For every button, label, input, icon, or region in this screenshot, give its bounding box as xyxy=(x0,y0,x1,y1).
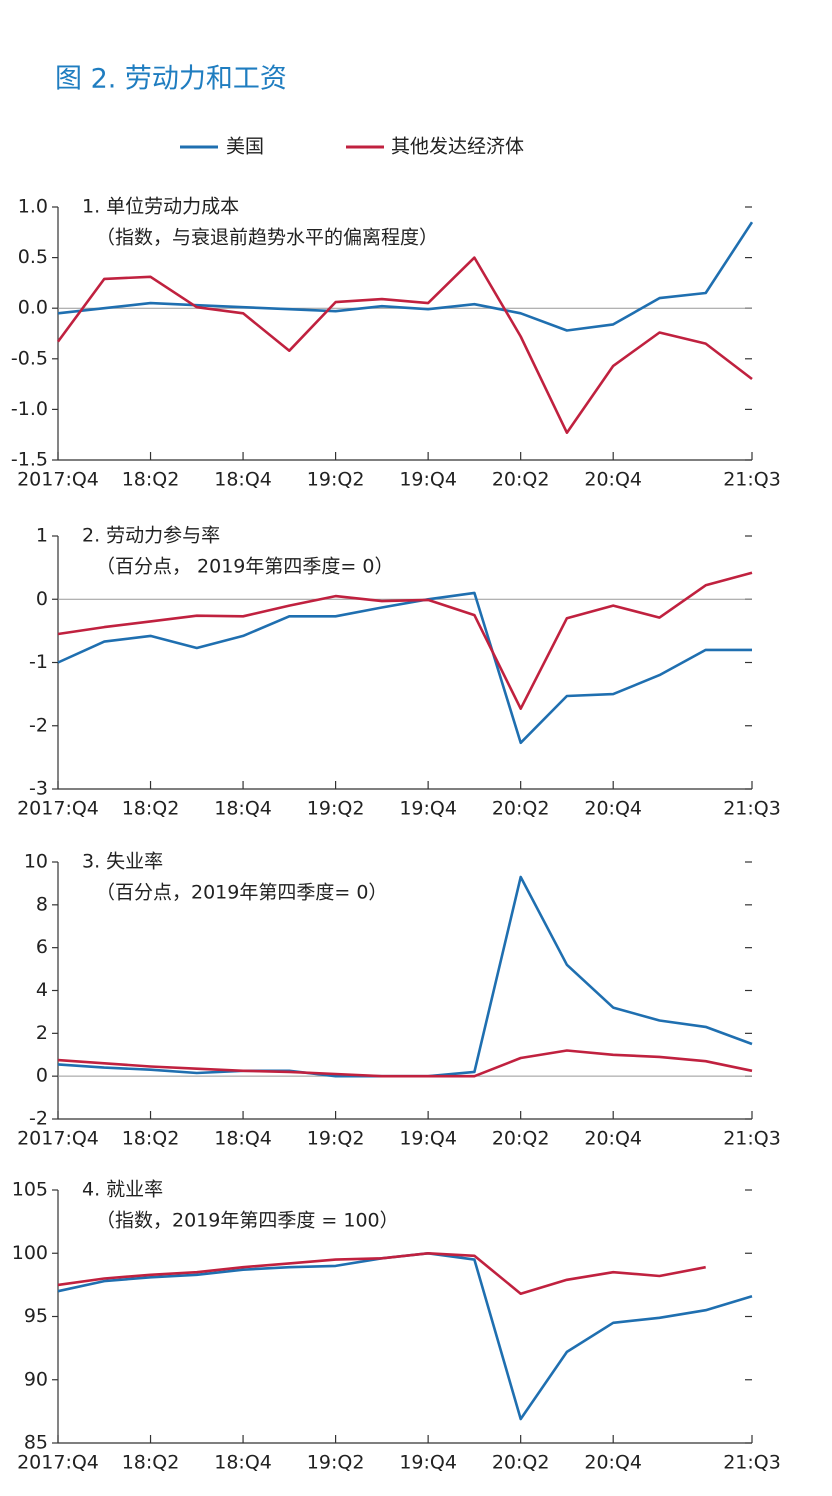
x-tick-label: 20:Q4 xyxy=(584,798,642,820)
panel-title: 4. 就业率 xyxy=(82,1179,163,1201)
x-tick-label: 2017:Q4 xyxy=(17,798,99,820)
x-tick-label: 19:Q2 xyxy=(307,1128,365,1150)
x-tick-label: 2017:Q4 xyxy=(17,1452,99,1474)
y-tick-label: 8 xyxy=(36,893,48,915)
y-tick-label: -1.5 xyxy=(11,449,48,471)
x-tick-label: 18:Q2 xyxy=(122,1128,180,1150)
x-tick-label: 19:Q4 xyxy=(399,1452,457,1474)
y-tick-label: 6 xyxy=(36,936,48,958)
series-line xyxy=(57,1049,753,1078)
y-tick-label: 0 xyxy=(36,1065,48,1087)
x-tick-label: 18:Q4 xyxy=(214,469,272,491)
x-tick-label: 18:Q2 xyxy=(122,1452,180,1474)
series-line xyxy=(57,591,752,745)
x-tick-label: 2017:Q4 xyxy=(17,1128,99,1150)
y-tick-label: 0.0 xyxy=(18,297,48,319)
x-tick-label: 20:Q4 xyxy=(584,469,642,491)
series-line xyxy=(56,256,753,434)
x-tick-label: 20:Q2 xyxy=(492,798,550,820)
y-tick-label: 95 xyxy=(24,1305,48,1327)
y-tick-label: 0.5 xyxy=(18,246,48,268)
panel-subtitle: （百分点，2019年第四季度= 0） xyxy=(96,882,387,904)
x-tick-label: 19:Q4 xyxy=(399,1128,457,1150)
panel-subtitle: （百分点， 2019年第四季度= 0） xyxy=(96,556,393,578)
figure-title: 图 2. 劳动力和工资 xyxy=(55,64,287,95)
x-tick-label: 18:Q2 xyxy=(122,798,180,820)
y-tick-label: -2 xyxy=(29,1108,48,1130)
x-tick-label: 2017:Q4 xyxy=(17,469,99,491)
x-tick-label: 20:Q2 xyxy=(492,1452,550,1474)
y-tick-label: 1 xyxy=(36,525,48,547)
x-tick-label: 21:Q3 xyxy=(723,1128,781,1150)
series-line xyxy=(57,1252,706,1295)
panel-title: 2. 劳动力参与率 xyxy=(82,525,220,547)
y-tick-label: 105 xyxy=(12,1179,48,1201)
x-tick-label: 18:Q2 xyxy=(122,469,180,491)
x-tick-label: 18:Q4 xyxy=(214,1128,272,1150)
y-tick-label: 1.0 xyxy=(18,196,48,218)
x-tick-label: 19:Q4 xyxy=(399,798,457,820)
y-tick-label: 100 xyxy=(12,1242,48,1264)
x-tick-label: 20:Q2 xyxy=(492,469,550,491)
x-tick-label: 20:Q4 xyxy=(584,1452,642,1474)
y-tick-label: 2 xyxy=(36,1022,48,1044)
x-tick-label: 21:Q3 xyxy=(723,1452,781,1474)
y-tick-label: -0.5 xyxy=(11,347,48,369)
y-tick-label: 0 xyxy=(36,588,48,610)
y-tick-label: 90 xyxy=(24,1368,48,1390)
y-tick-label: -3 xyxy=(29,778,48,800)
panel-subtitle: （指数，2019年第四季度 = 100） xyxy=(96,1210,399,1232)
y-tick-label: -1.0 xyxy=(11,398,48,420)
x-tick-label: 20:Q2 xyxy=(492,1128,550,1150)
y-tick-label: 10 xyxy=(24,851,48,873)
x-tick-label: 19:Q2 xyxy=(307,1452,365,1474)
y-tick-label: -1 xyxy=(29,651,48,673)
y-tick-label: 85 xyxy=(24,1432,48,1454)
panel-title: 1. 单位劳动力成本 xyxy=(82,196,239,218)
series-line xyxy=(57,571,753,710)
x-tick-label: 18:Q4 xyxy=(214,798,272,820)
y-tick-label: 4 xyxy=(36,979,48,1001)
x-tick-label: 19:Q2 xyxy=(307,798,365,820)
panel-subtitle: （指数，与衰退前趋势水平的偏离程度） xyxy=(96,227,438,249)
y-tick-label: -2 xyxy=(29,714,48,736)
series-line xyxy=(57,221,754,332)
legend-label: 美国 xyxy=(226,136,264,158)
x-tick-label: 18:Q4 xyxy=(214,1452,272,1474)
legend-label: 其他发达经济体 xyxy=(391,136,524,158)
series-line xyxy=(57,875,753,1078)
x-tick-label: 21:Q3 xyxy=(723,798,781,820)
series-line xyxy=(57,1252,753,1421)
x-tick-label: 19:Q4 xyxy=(399,469,457,491)
x-tick-label: 21:Q3 xyxy=(723,469,781,491)
x-tick-label: 20:Q4 xyxy=(584,1128,642,1150)
x-tick-label: 19:Q2 xyxy=(307,469,365,491)
panel-title: 3. 失业率 xyxy=(82,851,163,873)
